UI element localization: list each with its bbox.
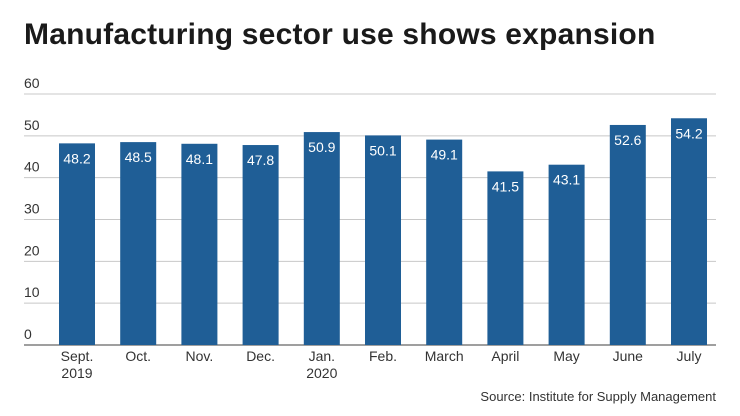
bar	[487, 171, 524, 345]
source-note: Source: Institute for Supply Management	[480, 389, 716, 404]
x-tick-label: Sept.	[61, 348, 94, 364]
bar	[181, 143, 218, 345]
x-tick-label: Dec.	[246, 348, 275, 364]
bar-value-label: 52.6	[614, 132, 641, 148]
y-tick-label: 40	[24, 159, 40, 175]
x-tick-label: 2020	[306, 365, 337, 381]
bar	[365, 135, 401, 345]
x-axis-ticks: Sept.2019 Oct. Nov. Dec. Jan.2020 Feb. March Ap…	[61, 348, 702, 381]
y-tick-label: 50	[24, 117, 40, 133]
y-tick-label: 30	[24, 201, 40, 217]
bar-value-label: 48.5	[125, 149, 152, 165]
bar-value-label: 43.1	[553, 172, 580, 188]
x-tick-label: Jan.	[309, 348, 335, 364]
bar	[609, 124, 646, 345]
bar	[548, 164, 585, 345]
x-tick-label: 2019	[61, 365, 92, 381]
y-axis-ticks: 0 10 20 30 40 50 60	[24, 75, 40, 342]
bar	[242, 145, 279, 345]
bar-value-label: 48.1	[186, 151, 213, 167]
x-tick-label: Feb.	[369, 348, 397, 364]
bar	[120, 142, 157, 345]
y-tick-label: 60	[24, 75, 40, 91]
x-tick-label: March	[425, 348, 464, 364]
x-tick-label: June	[613, 348, 644, 364]
bar-value-label: 50.9	[308, 139, 335, 155]
bar-value-label: 54.2	[675, 125, 702, 141]
bar-value-label: 48.2	[63, 150, 90, 166]
x-tick-label: April	[491, 348, 519, 364]
bar	[426, 139, 463, 345]
bar-value-label: 50.1	[369, 142, 396, 158]
bar-value-label: 49.1	[431, 147, 458, 163]
bar	[303, 132, 340, 345]
x-tick-label: Nov.	[186, 348, 214, 364]
chart-title: Manufacturing sector use shows expansion	[24, 18, 656, 51]
bar	[671, 118, 707, 345]
x-tick-label: July	[677, 348, 702, 364]
y-tick-label: 0	[24, 326, 32, 342]
y-tick-label: 20	[24, 242, 40, 258]
bar	[59, 143, 95, 345]
bars: 48.2 48.5 48.1 47.8 50.9 50.1 49.1 41.5 43.1 52.6…	[59, 118, 707, 345]
bar-value-label: 41.5	[492, 178, 519, 194]
x-tick-label: Oct.	[125, 348, 151, 364]
bar-value-label: 47.8	[247, 152, 274, 168]
y-tick-label: 10	[24, 284, 40, 300]
x-tick-label: May	[553, 348, 579, 364]
